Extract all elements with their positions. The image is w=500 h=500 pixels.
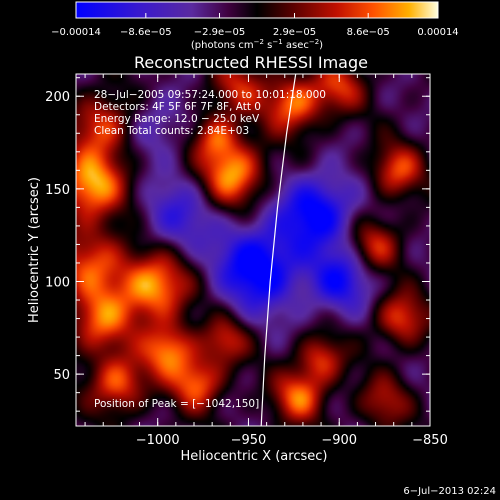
colorbar-ticks: −0.00014 −8.6e−05 −2.9e−05 2.9e−05 8.6e−05 0.… bbox=[51, 13, 459, 38]
y-tick-label: 150 bbox=[45, 183, 70, 198]
x-tick-label: −1000 bbox=[136, 433, 180, 448]
plot-frame bbox=[75, 73, 431, 427]
footer-timestamp: 6−Jul−2013 02:24 bbox=[403, 486, 496, 497]
x-axis-title: Heliocentric X (arcsec) bbox=[181, 449, 328, 464]
colorbar: −0.00014 −8.6e−05 −2.9e−05 2.9e−05 8.6e−05 0.… bbox=[51, 1, 459, 51]
heatmap-area bbox=[76, 74, 430, 426]
annotation-detectors: Detectors: 4F 5F 6F 7F 8F, Att 0 bbox=[94, 101, 261, 113]
heatmap-image bbox=[76, 74, 430, 426]
x-tick-label: −900 bbox=[321, 433, 357, 448]
colorbar-tick-label: 8.6e−05 bbox=[347, 27, 390, 38]
colorbar-gradient bbox=[75, 1, 439, 19]
annotation-energy: Energy Range: 12.0 − 25.0 keV bbox=[94, 113, 260, 125]
y-axis-title: Heliocentric Y (arcsec) bbox=[27, 177, 42, 323]
colorbar-tick-label: −2.9e−05 bbox=[194, 27, 246, 38]
y-tick-label: 50 bbox=[53, 368, 70, 383]
colorbar-tick-label: −8.6e−05 bbox=[120, 27, 172, 38]
annotation-peak: Position of Peak = [−1042,150] bbox=[94, 398, 259, 410]
y-tick-label: 100 bbox=[45, 275, 70, 290]
annotation-time-range: 28−Jul−2005 09:57:24.000 to 10:01:18.000 bbox=[94, 89, 326, 101]
axis-ticks: −1000 −950 −900 −850 50 100 150 200 bbox=[45, 74, 448, 448]
x-tick-label: −850 bbox=[412, 433, 448, 448]
colorbar-unit-label: (photons cm−2 s−1 asec−2) bbox=[191, 38, 323, 51]
annotation-clean: Clean Total counts: 2.84E+03 bbox=[94, 125, 249, 137]
colorbar-tick-label: −0.00014 bbox=[51, 27, 101, 38]
chart-title: Reconstructed RHESSI Image bbox=[134, 53, 368, 72]
solar-limb-curve bbox=[260, 74, 297, 426]
x-tick-label: −950 bbox=[231, 433, 267, 448]
y-tick-label: 200 bbox=[45, 90, 70, 105]
colorbar-tick-label: 2.9e−05 bbox=[273, 27, 316, 38]
colorbar-tick-label: 0.00014 bbox=[417, 27, 458, 38]
